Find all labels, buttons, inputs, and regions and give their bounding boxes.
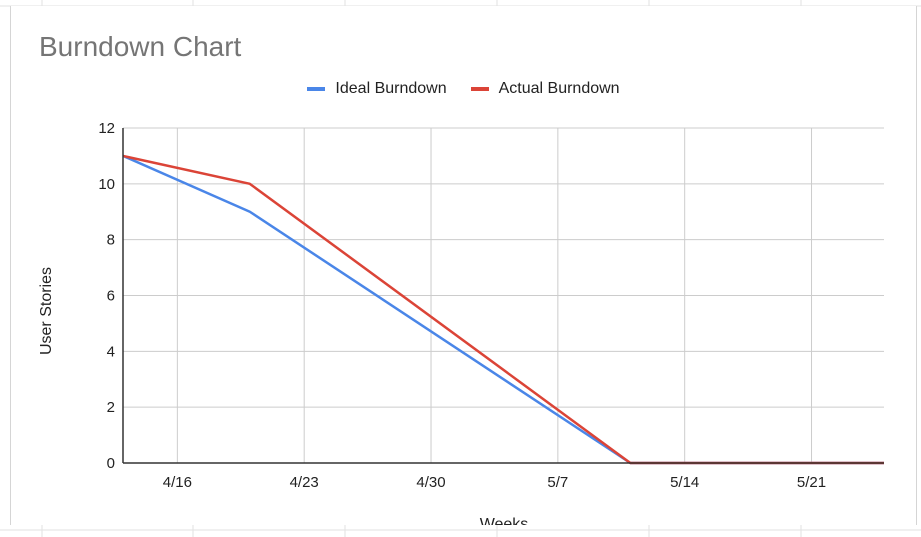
plot-area: 0 2 4 6 8 10 12 4/16 4/23 4/30 5/7 5/14 5/21 — [98, 120, 884, 491]
x-tick-label: 5/21 — [797, 474, 826, 491]
legend-label-ideal: Ideal Burndown — [335, 80, 447, 97]
x-axis-ticks: 4/16 4/23 4/30 5/7 5/14 5/21 — [163, 474, 826, 491]
chart-card[interactable]: Burndown Chart Ideal Burndown Actual Bur… — [10, 6, 917, 525]
x-tick-label: 5/14 — [670, 474, 699, 491]
chart-legend: Ideal Burndown Actual Burndown — [11, 80, 916, 98]
y-tick-label: 2 — [107, 399, 115, 416]
legend-label-actual: Actual Burndown — [498, 80, 620, 97]
y-axis-ticks: 0 2 4 6 8 10 12 — [98, 120, 115, 472]
series-line-actual[interactable] — [122, 154, 884, 465]
y-tick-label: 4 — [107, 343, 115, 360]
y-tick-label: 6 — [107, 288, 115, 305]
x-axis-label: Weeks — [479, 516, 529, 525]
y-tick-label: 12 — [98, 120, 115, 137]
legend-item-ideal[interactable]: Ideal Burndown — [307, 80, 447, 98]
horizontal-gridlines — [123, 127, 884, 464]
series-lines — [122, 154, 884, 465]
y-tick-label: 8 — [107, 232, 115, 249]
y-tick-label: 10 — [98, 176, 115, 193]
x-tick-label: 4/30 — [416, 474, 445, 491]
chart-title: Burndown Chart — [39, 31, 242, 62]
legend-item-actual[interactable]: Actual Burndown — [470, 80, 620, 98]
y-tick-label: 0 — [107, 455, 115, 472]
series-line-ideal[interactable] — [122, 154, 884, 465]
legend-swatch-actual — [470, 87, 489, 91]
x-tick-label: 4/23 — [290, 474, 319, 491]
x-tick-label: 4/16 — [163, 474, 192, 491]
legend-swatch-ideal — [307, 87, 326, 91]
x-tick-label: 5/7 — [547, 474, 568, 491]
